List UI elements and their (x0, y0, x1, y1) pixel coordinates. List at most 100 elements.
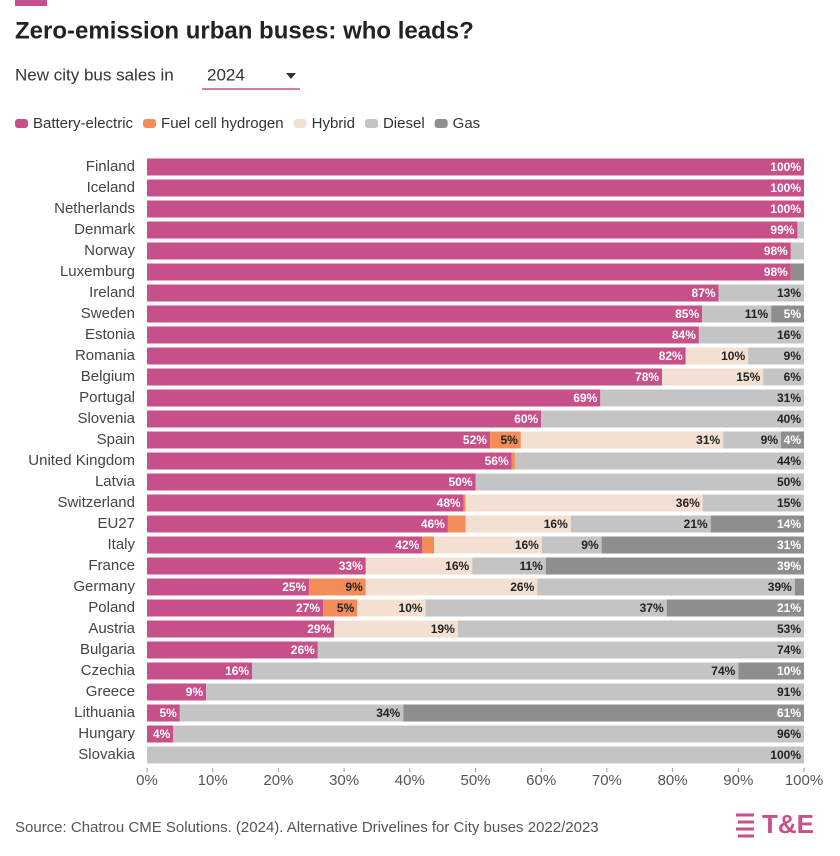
bar-segment (520, 431, 724, 449)
bar-segment (147, 578, 310, 596)
bar-segment (147, 347, 686, 365)
bar-segment (252, 662, 739, 680)
value-label: 6% (784, 370, 802, 384)
bar-segment (570, 515, 711, 533)
bar-segment (662, 368, 764, 386)
value-label: 42% (395, 538, 419, 552)
bar-segment (511, 452, 515, 470)
value-label: 36% (676, 496, 700, 510)
bar-segment (702, 305, 772, 323)
category-label: EU27 (97, 515, 135, 532)
bar-segment (365, 557, 473, 575)
legend: Battery-electric Fuel cell hydrogen Hybrid… (15, 115, 480, 132)
category-label: Italy (107, 536, 135, 553)
x-tick-label: 70% (592, 772, 622, 789)
bar-segment (541, 410, 804, 428)
bar-segment (147, 662, 253, 680)
value-label: 10% (777, 664, 801, 678)
logo-text: T&E (762, 809, 814, 839)
value-label: 19% (431, 622, 455, 636)
value-label: 11% (519, 559, 543, 573)
category-label: Bulgaria (80, 641, 136, 658)
value-label: 85% (675, 307, 699, 321)
category-label: Norway (84, 242, 135, 259)
bar-segment (147, 158, 804, 176)
x-tick-label: 80% (658, 772, 688, 789)
value-label: 9% (186, 685, 204, 699)
dropdown-caret[interactable] (286, 73, 296, 79)
bar-segment (710, 515, 804, 533)
bar-segment (206, 683, 804, 701)
bar-segment (147, 620, 335, 638)
legend-label: Battery-electric (33, 115, 134, 132)
year-dropdown[interactable]: 2024 (202, 65, 300, 90)
value-label: 5% (337, 601, 355, 615)
bar-segment (403, 704, 804, 722)
value-label: 21% (777, 601, 801, 615)
value-label: 69% (573, 391, 597, 405)
bar-segment (434, 536, 542, 554)
bar-segment (702, 494, 804, 512)
bar-segment (147, 473, 476, 491)
value-label: 52% (463, 433, 487, 447)
value-label: 21% (684, 517, 708, 531)
value-label: 16% (225, 664, 249, 678)
bar-segment (173, 725, 804, 743)
value-label: 34% (376, 706, 400, 720)
value-label: 16% (445, 559, 469, 573)
value-label: 100% (770, 202, 801, 216)
bar-segment (147, 431, 490, 449)
bar-segment (422, 536, 435, 554)
bar-segment (489, 431, 521, 449)
bar-segment (309, 578, 366, 596)
bar-segment (463, 494, 466, 512)
bar-segment (748, 347, 804, 365)
value-label: 11% (745, 307, 769, 321)
value-label: 33% (339, 559, 363, 573)
value-label: 74% (777, 643, 801, 657)
category-label: Netherlands (54, 200, 135, 217)
value-label: 99% (770, 223, 794, 237)
bar-segment (447, 515, 466, 533)
legend-swatch (143, 119, 157, 128)
bar-segment (763, 368, 804, 386)
value-label: 9% (345, 580, 363, 594)
category-label: United Kingdom (28, 452, 135, 469)
value-label: 13% (777, 286, 801, 300)
bar-segment (147, 746, 804, 764)
bar-segment (147, 242, 791, 260)
value-label: 26% (510, 580, 534, 594)
category-label: Portugal (79, 389, 135, 406)
value-label: 16% (544, 517, 568, 531)
bar-segment (698, 326, 804, 344)
value-label: 44% (777, 454, 801, 468)
bar-segment (771, 305, 804, 323)
value-label: 14% (777, 517, 801, 531)
value-label: 16% (515, 538, 539, 552)
bar-segment (179, 704, 404, 722)
bar-segment (147, 452, 512, 470)
bar-segment (147, 536, 423, 554)
value-label: 25% (282, 580, 306, 594)
bar-segment (718, 284, 804, 302)
value-label: 100% (770, 181, 801, 195)
value-label: 91% (777, 685, 801, 699)
source-note: Source: Chatrou CME Solutions. (2024). A… (15, 819, 599, 836)
bar-segment (147, 410, 542, 428)
bar-segment (457, 620, 804, 638)
legend-swatch (434, 119, 448, 128)
value-label: 50% (777, 475, 801, 489)
dropdown-value[interactable]: 2024 (207, 65, 245, 84)
bar-segment (147, 179, 804, 197)
bar-segment (794, 578, 804, 596)
logo: T&E (736, 809, 814, 839)
value-label: 53% (777, 622, 801, 636)
legend-label: Gas (453, 115, 481, 132)
category-label: Denmark (74, 221, 135, 238)
bar-segment (723, 431, 782, 449)
x-tick-label: 40% (395, 772, 425, 789)
category-label: Switzerland (57, 494, 135, 511)
value-label: 10% (399, 601, 423, 615)
value-label: 87% (692, 286, 716, 300)
